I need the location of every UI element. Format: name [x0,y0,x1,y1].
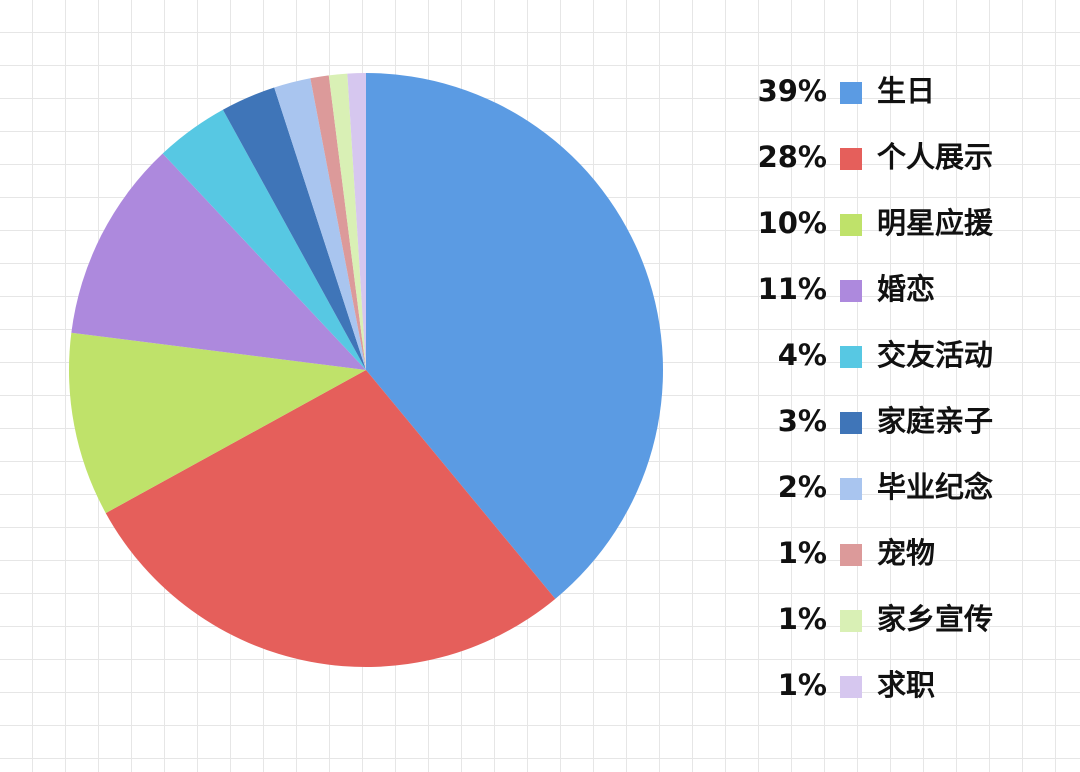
legend-label: 交友活动 [877,338,993,372]
legend-swatch [840,214,862,236]
legend-value: 1% [778,536,827,570]
legend-value: 10% [758,206,827,240]
legend-value: 39% [758,74,827,108]
legend-label: 明星应援 [877,206,994,240]
legend-value: 28% [758,140,827,174]
legend-swatch [840,610,862,632]
legend-label: 家庭亲子 [877,404,993,438]
legend-swatch [840,346,862,368]
legend-label: 宠物 [877,536,935,570]
legend-value: 2% [778,470,827,504]
legend-swatch [840,478,862,500]
legend-value: 4% [778,338,827,372]
pie-slice [328,73,366,370]
legend-value: 1% [778,602,827,636]
legend-swatch [840,148,862,170]
pie-slice [347,73,366,370]
legend-value: 3% [778,404,827,438]
legend-label: 毕业纪念 [877,470,993,504]
pie-slice [162,109,366,371]
legend-value: 1% [778,668,827,702]
legend-value: 11% [758,272,827,306]
pie-slice [310,75,366,371]
legend-swatch [840,544,862,566]
legend-swatch [840,280,862,302]
pie-slice [71,153,367,370]
legend-swatch [840,412,862,434]
legend-swatch [840,82,862,104]
legend-label: 生日 [877,74,935,108]
legend-label: 求职 [877,668,935,702]
legend-label: 个人展示 [877,140,993,174]
pie-slice [366,73,664,599]
legend-swatch [840,676,862,698]
pie-slice [105,370,556,668]
pie-slice [274,78,366,371]
legend-label: 家乡宣传 [877,602,993,636]
pie-slice [222,87,366,370]
pie-slice [68,332,366,514]
legend-label: 婚恋 [877,272,935,306]
